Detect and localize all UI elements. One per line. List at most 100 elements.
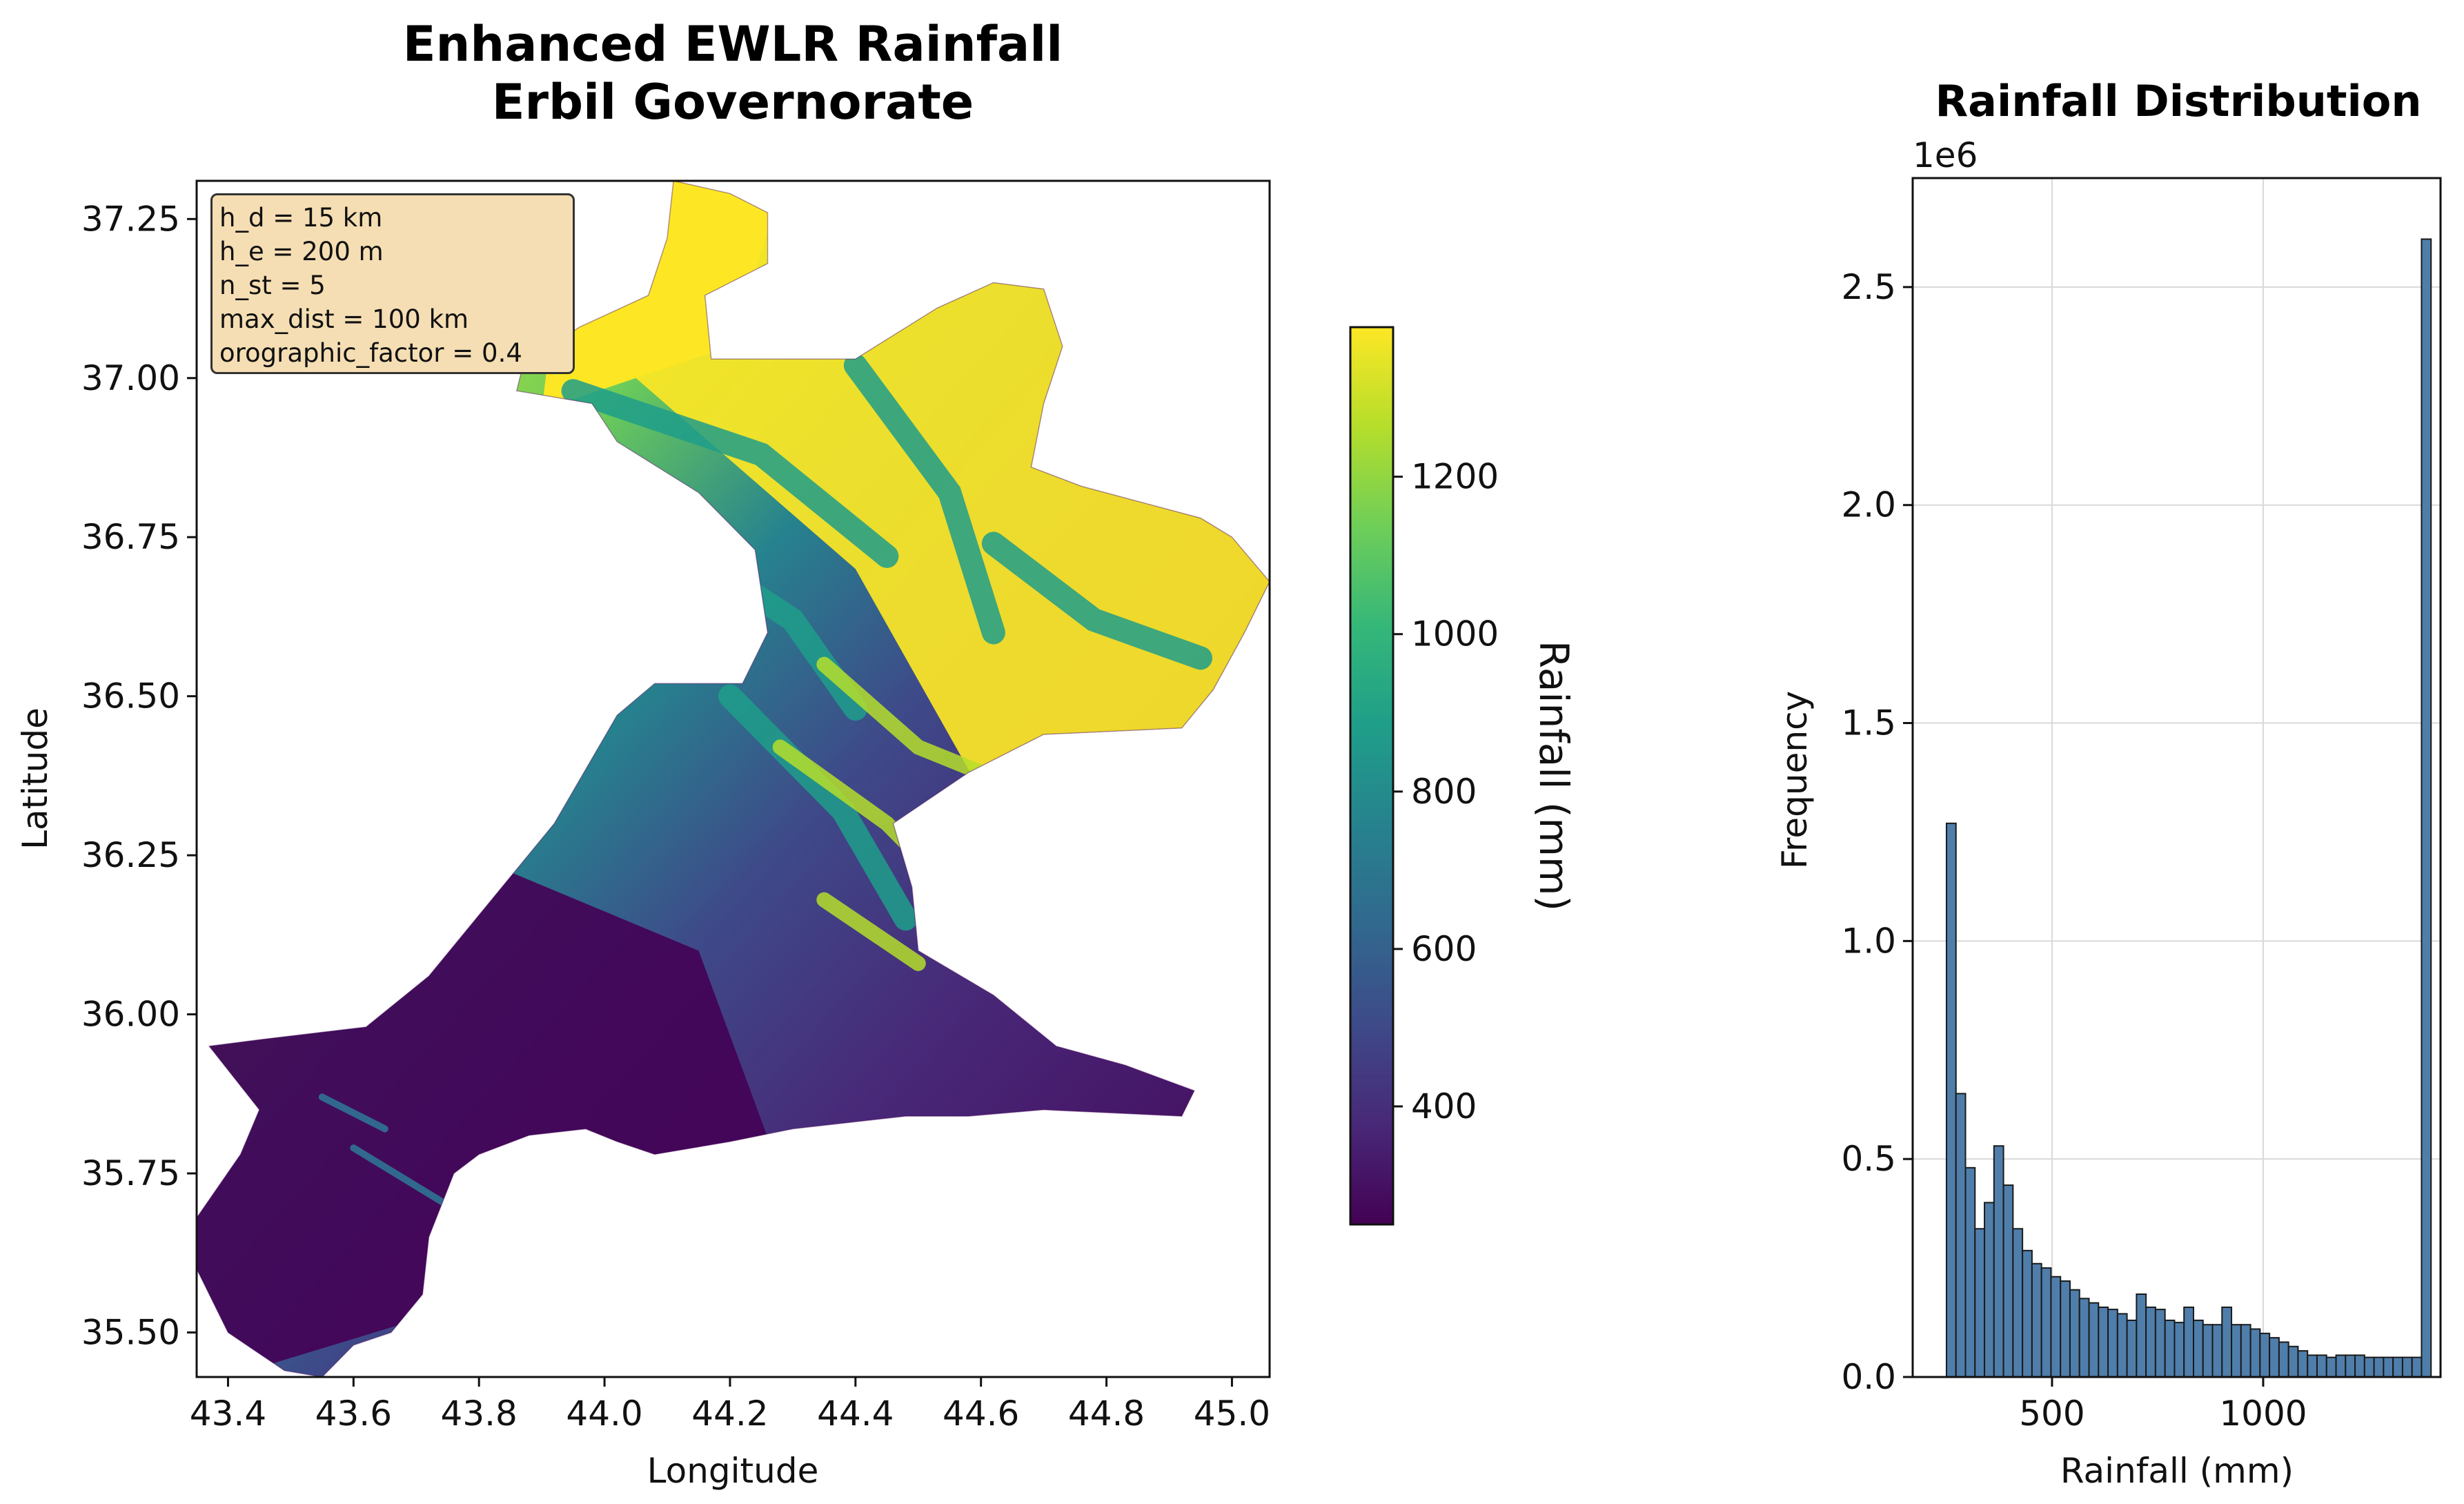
- map-boundary-outline: [196, 180, 1270, 1378]
- map-x-tick-label: 43.6: [315, 1394, 392, 1434]
- histogram-x-tick-label: 1000: [2219, 1394, 2307, 1434]
- map-valley-3: [981, 531, 1212, 670]
- map-streak-2: [350, 1144, 451, 1209]
- histogram-bar: [2060, 1280, 2071, 1378]
- histogram-bar: [2411, 1356, 2423, 1378]
- histogram-bar: [2078, 1298, 2090, 1378]
- colorbar-tick-label: 1000: [1411, 614, 1499, 654]
- histogram-bar: [1974, 1228, 1986, 1378]
- colorbar-gradient: [1350, 327, 1393, 1224]
- histogram-bar: [2307, 1354, 2318, 1378]
- map-x-ticks: 43.4 43.6 43.8 44.0 44.2 44.4 44.6 44.8 45.0: [190, 1377, 1270, 1434]
- map-y-tick-label: 36.75: [81, 517, 180, 557]
- histogram-bar: [2383, 1356, 2394, 1378]
- histogram-bars: [1945, 238, 2432, 1378]
- histogram-bar: [2107, 1309, 2118, 1378]
- histogram-bar: [2202, 1324, 2214, 1378]
- histogram-bar: [1955, 1093, 1967, 1378]
- colorbar-ticks: 400 600 800 1000 1200: [1393, 457, 1499, 1126]
- histogram-bar: [1984, 1202, 1995, 1378]
- map-title-line1: Enhanced EWLR Rainfall: [403, 16, 1063, 72]
- map-valley-1: [561, 379, 899, 568]
- histogram-bar: [2136, 1293, 2147, 1378]
- histogram-bar: [2040, 1267, 2052, 1378]
- map-panel: Enhanced EWLR Rainfall Erbil Governorate…: [15, 16, 1271, 1491]
- histogram-title: Rainfall Distribution: [1935, 76, 2421, 126]
- histogram-bar: [2174, 1322, 2185, 1378]
- histogram-y-ticks: 0.0 0.5 1.0 1.5 2.0 2.5: [1841, 267, 1913, 1397]
- histogram-bar: [2269, 1337, 2280, 1378]
- histogram-bar: [1945, 822, 1957, 1378]
- colorbar-tick-label: 400: [1411, 1086, 1477, 1126]
- map-x-tick-label: 44.8: [1068, 1394, 1145, 1434]
- histogram-bar: [2363, 1356, 2375, 1378]
- histogram-bar: [2335, 1354, 2347, 1378]
- map-y-tick-label: 36.00: [81, 995, 180, 1035]
- map-x-tick-label: 45.0: [1194, 1394, 1270, 1434]
- histogram-bar: [2098, 1306, 2109, 1378]
- map-ridge-3: [816, 892, 926, 971]
- colorbar-frame: [1349, 326, 1394, 1226]
- param-n-st: n_st = 5: [219, 271, 326, 300]
- map-y-tick-label: 36.50: [81, 676, 180, 716]
- map-x-tick-label: 43.8: [441, 1394, 518, 1434]
- histogram-bar: [2287, 1345, 2299, 1378]
- histogram-bar: [2240, 1324, 2251, 1378]
- histogram-offset-label: 1e6: [1913, 135, 1978, 175]
- histogram-bar: [2154, 1309, 2166, 1378]
- histogram-bar: [2373, 1356, 2385, 1378]
- map-x-tick-label: 44.4: [817, 1394, 894, 1434]
- colorbar-tick-label: 800: [1411, 772, 1477, 812]
- histogram-bar: [2249, 1328, 2261, 1378]
- histogram-bar: [2050, 1276, 2062, 1378]
- histogram-bar: [1993, 1145, 2004, 1378]
- map-valley-2: [843, 353, 1005, 645]
- map-valley-5: [718, 684, 918, 931]
- map-axes-frame: [195, 179, 1271, 1378]
- map-x-tick-label: 44.2: [691, 1394, 768, 1434]
- map-y-label: Latitude: [15, 707, 55, 850]
- histogram-bar: [2421, 238, 2432, 1378]
- map-y-tick-label: 35.75: [81, 1153, 180, 1193]
- histogram-bar: [2297, 1350, 2309, 1378]
- map-y-tick-label: 35.50: [81, 1312, 180, 1352]
- histogram-bar: [2231, 1324, 2242, 1378]
- map-y-tick-label: 37.00: [81, 358, 180, 398]
- histogram-bar: [2183, 1306, 2194, 1378]
- map-streak-1: [318, 1093, 388, 1133]
- histogram-bar: [2278, 1341, 2289, 1378]
- param-max-dist: max_dist = 100 km: [219, 304, 469, 334]
- histogram-bar: [2325, 1356, 2337, 1378]
- map-y-tick-label: 37.25: [81, 199, 180, 239]
- histogram-y-tick-label: 2.0: [1841, 485, 1896, 525]
- histogram-bar: [2392, 1356, 2403, 1378]
- histogram-bar: [2126, 1319, 2138, 1378]
- histogram-bar: [2145, 1306, 2156, 1378]
- map-y-ticks: 35.50 35.75 36.00 36.25 36.50 36.75 37.00 37.25: [81, 199, 197, 1352]
- colorbar-tick-label: 600: [1411, 929, 1477, 969]
- histogram-y-tick-label: 0.0: [1841, 1357, 1896, 1397]
- map-x-tick-label: 43.4: [190, 1394, 266, 1434]
- histogram-y-label: Frequency: [1775, 691, 1815, 869]
- histogram-bar: [2192, 1319, 2204, 1378]
- histogram-bar: [2345, 1354, 2356, 1378]
- map-x-tick-label: 44.0: [566, 1394, 642, 1434]
- colorbar-tick-label: 1200: [1411, 457, 1499, 497]
- histogram-y-tick-label: 0.5: [1841, 1139, 1896, 1179]
- histogram-axes-frame: [1911, 177, 2442, 1378]
- parameters-box: h_d = 15 km h_e = 200 m n_st = 5 max_dis…: [210, 193, 575, 374]
- histogram-bar: [2022, 1249, 2033, 1378]
- histogram-bar: [2002, 1184, 2014, 1378]
- histogram-bar: [2116, 1313, 2128, 1378]
- histogram-bar: [2031, 1262, 2042, 1378]
- map-ridge-2: [816, 656, 989, 781]
- histogram-grid: [1913, 178, 2441, 1378]
- param-h-d: h_d = 15 km: [219, 203, 383, 233]
- histogram-bar: [2088, 1302, 2100, 1378]
- histogram-bar: [2221, 1306, 2233, 1378]
- colorbar-label: Rainfall (mm): [1530, 641, 1577, 911]
- map-title-line2: Erbil Governorate: [492, 74, 974, 130]
- histogram-bar: [1964, 1166, 1976, 1378]
- histogram-x-label: Rainfall (mm): [2060, 1451, 2294, 1491]
